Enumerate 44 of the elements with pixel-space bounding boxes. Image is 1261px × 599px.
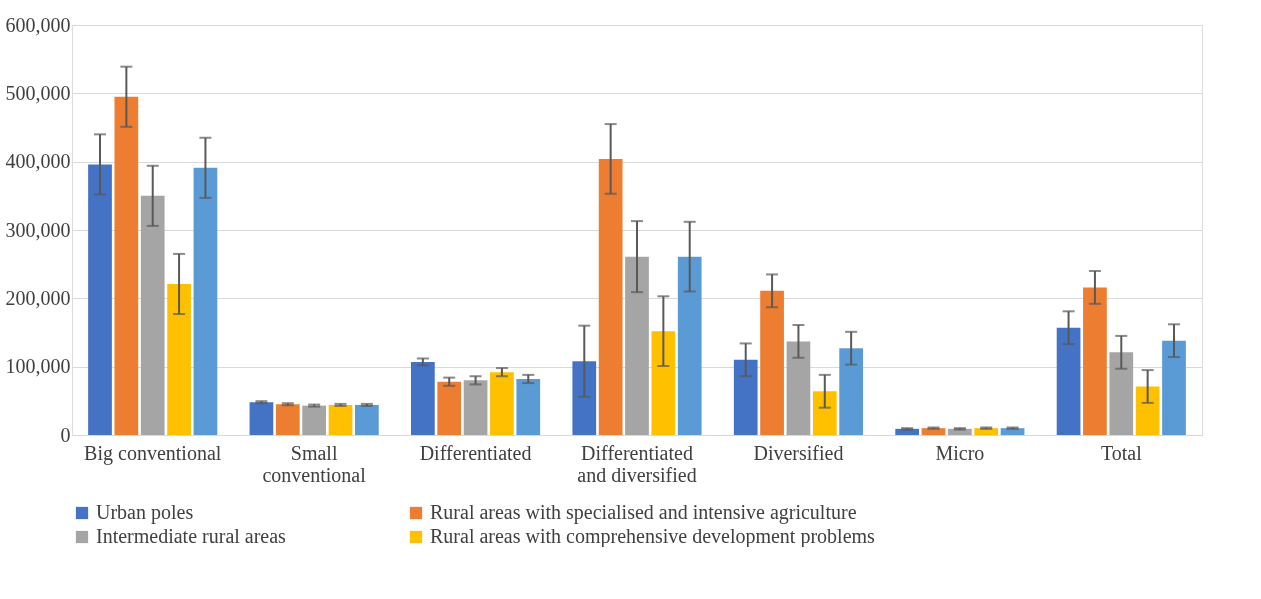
legend-label: Rural areas with comprehensive development problems: [430, 525, 876, 548]
bar: [625, 256, 649, 435]
bar: [677, 256, 702, 435]
x-tick-label: Diversified: [753, 441, 844, 464]
bar: [651, 331, 676, 435]
legend-label: Urban poles: [96, 501, 194, 524]
bar: [302, 405, 326, 435]
y-tick-label: 0: [60, 423, 71, 446]
x-tick-label: Small conventional: [262, 441, 367, 486]
bar: [1056, 327, 1081, 435]
bar: [598, 158, 623, 435]
x-tick-label: Differentiated and diversified: [577, 441, 697, 486]
bar: [249, 402, 274, 435]
bar: [275, 404, 300, 435]
legend-label: Rural areas with specialised and intensive agriculture: [430, 501, 857, 524]
bar: [490, 372, 514, 435]
bar: [760, 290, 784, 435]
bar: [812, 391, 837, 435]
bar: [839, 348, 863, 435]
bar: [354, 404, 379, 435]
bar: [1162, 340, 1186, 435]
x-tick-label: Micro: [935, 441, 985, 464]
y-tick-label: 200,000: [5, 286, 71, 309]
y-tick-label: 600,000: [5, 13, 71, 36]
legend-label: Intermediate rural areas: [96, 525, 287, 547]
bar: [140, 195, 165, 435]
x-tick-label: Big conventional: [84, 441, 222, 465]
x-tick-label: Total: [1100, 441, 1143, 464]
bar: [88, 164, 112, 435]
bar: [193, 167, 218, 435]
bar: [167, 283, 191, 435]
y-tick-label: 300,000: [5, 218, 71, 241]
x-tick-label: Differentiated: [419, 441, 532, 464]
bar: [1083, 287, 1107, 435]
bar: [1109, 352, 1134, 435]
bar: [1135, 386, 1160, 435]
y-tick-label: 400,000: [5, 150, 71, 173]
bar: [786, 341, 811, 435]
bar: [733, 359, 758, 435]
bar: [114, 96, 139, 435]
bar: [572, 361, 597, 435]
bar: [328, 404, 353, 435]
y-tick-label: 500,000: [5, 81, 71, 104]
y-tick-label: 100,000: [5, 355, 71, 378]
